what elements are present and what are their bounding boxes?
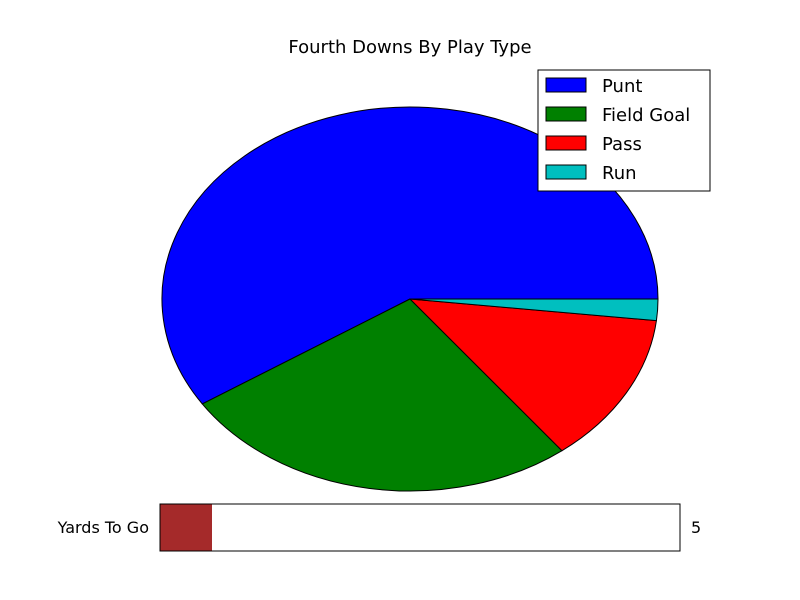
chart-title: Fourth Downs By Play Type — [288, 37, 531, 58]
pie-chart — [161, 106, 659, 492]
legend-label-field-goal: Field Goal — [602, 105, 690, 126]
legend: Punt Field Goal Pass Run — [537, 69, 711, 192]
legend-swatch-pass — [545, 135, 587, 151]
slider-label: Yards To Go — [57, 518, 149, 537]
legend-label-pass: Pass — [602, 134, 642, 155]
slider-fill[interactable] — [160, 504, 213, 551]
yards-to-go-slider[interactable]: Yards To Go 5 — [57, 503, 702, 552]
legend-label-punt: Punt — [602, 76, 642, 97]
legend-swatch-field-goal — [545, 106, 587, 122]
slider-track[interactable] — [159, 503, 681, 552]
pie-slice-punt — [161, 106, 659, 405]
pie-slice-pass — [409, 298, 657, 452]
legend-swatch-run — [545, 164, 587, 180]
legend-label-run: Run — [602, 163, 637, 184]
pie-slice-field-goal — [201, 298, 563, 492]
slider-value: 5 — [691, 518, 701, 537]
pie-slice-run — [409, 298, 659, 322]
legend-swatch-punt — [545, 77, 587, 93]
